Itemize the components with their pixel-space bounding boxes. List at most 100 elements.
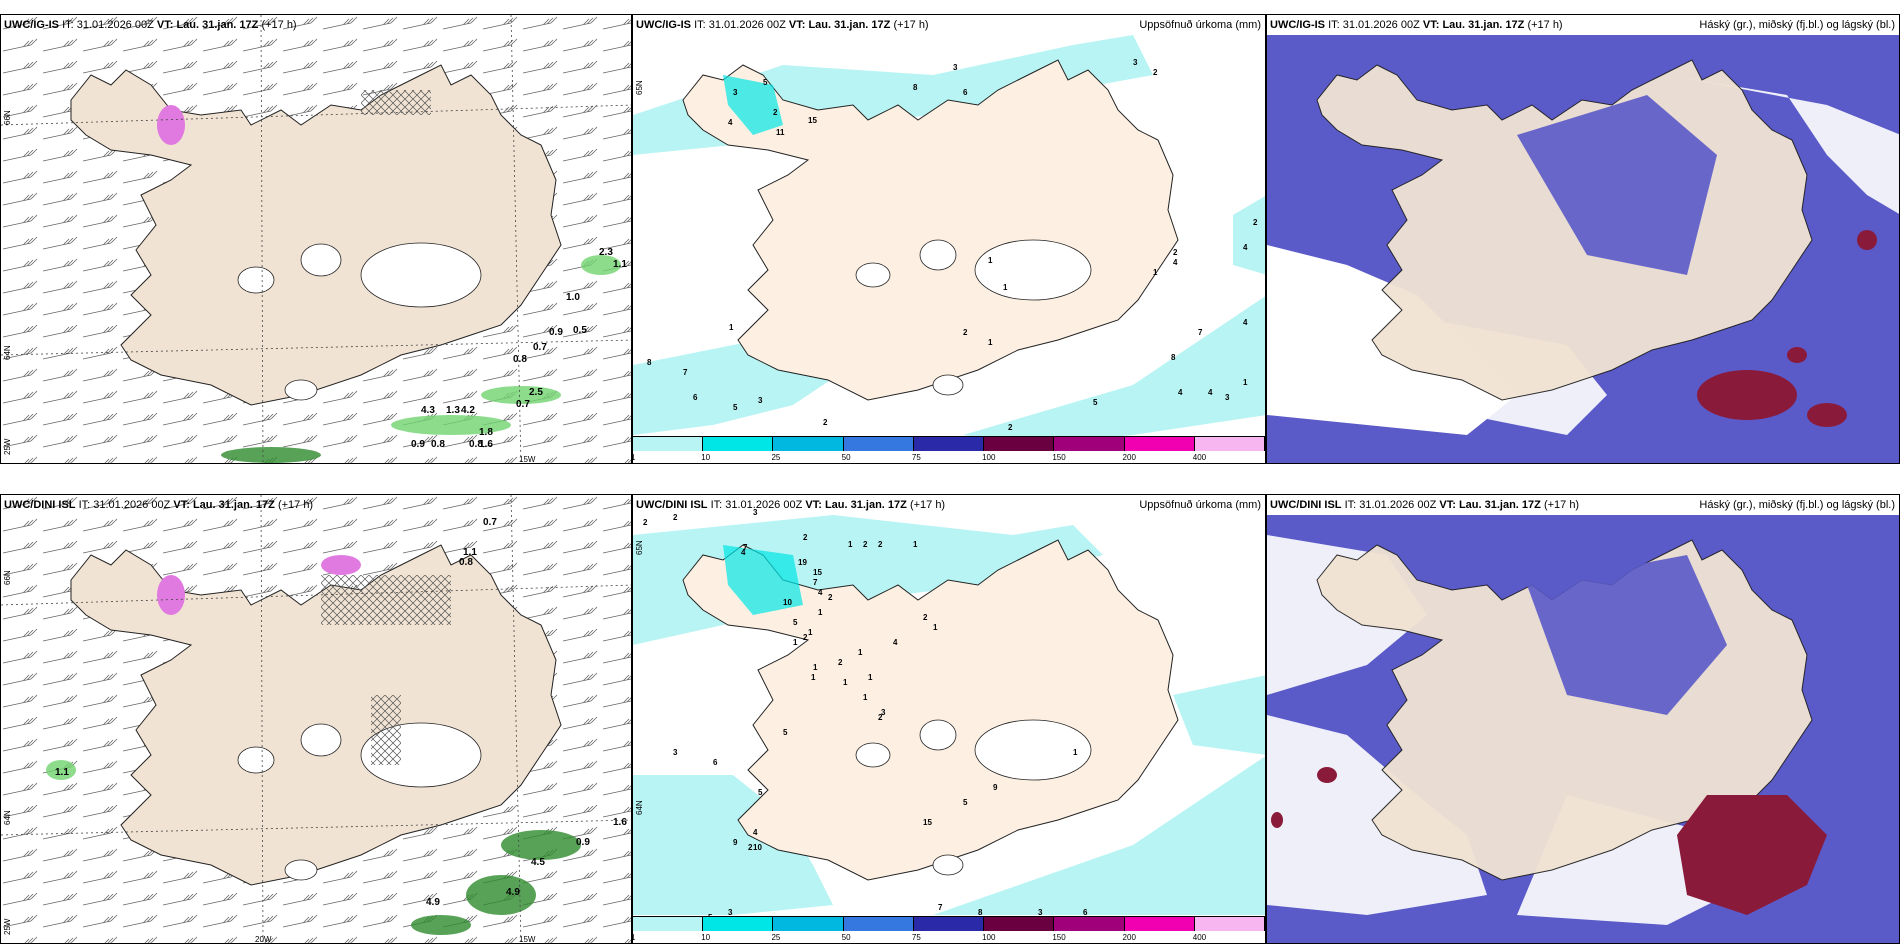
gust-label: 1.3 (446, 405, 460, 416)
svg-text:2: 2 (1253, 218, 1258, 227)
precip-label: 1 (868, 673, 873, 682)
colorbar-segment (633, 437, 704, 451)
precip-label: 1 (818, 608, 823, 617)
svg-text:2: 2 (1008, 423, 1013, 432)
gust-area (581, 255, 621, 275)
lat-label: 66N (3, 570, 12, 585)
panel-wind-ig: 2.3 1.1 1.0 0.9 0.5 0.7 0.8 2.5 0.7 4.3 … (0, 14, 632, 464)
lon-label: 15W (519, 935, 536, 944)
gust-label: 0.8 (513, 354, 527, 365)
iceland-land (70, 544, 562, 886)
svg-text:4.9: 4.9 (426, 897, 440, 908)
precip-label: 2 (803, 633, 808, 642)
precip-label: 2 (878, 713, 883, 722)
gust-label: 4.2 (461, 405, 475, 416)
gust-label: 1.8 (479, 427, 493, 438)
colorbar-tick: 75 (911, 933, 921, 942)
precip-label: 3 (673, 748, 678, 757)
precip-label: 2 (803, 533, 808, 542)
svg-text:7: 7 (1198, 328, 1203, 337)
cloud-title: Háský (gr.), miðský (fj.bl.) og lágský (… (1699, 19, 1895, 31)
it-label: IT: (1328, 19, 1340, 31)
svg-text:1.1: 1.1 (463, 547, 477, 558)
svg-text:2: 2 (963, 328, 968, 337)
gust-area (221, 447, 321, 463)
precip-label: 3 (728, 908, 733, 917)
precip-label: 5 (793, 618, 798, 627)
colorbar-tick: 1 (633, 933, 635, 942)
svg-text:3: 3 (1225, 393, 1230, 402)
gust-label: 0.8 (431, 439, 445, 450)
lead-time: (+17 h) (893, 19, 929, 31)
svg-text:8: 8 (1171, 353, 1176, 362)
glacier-vatnajokull (360, 242, 482, 308)
vt-value: Lau. 31.jan. 17Z (1458, 499, 1541, 511)
precip-label: 3 (1038, 908, 1043, 917)
colorbar-tick: 50 (841, 933, 851, 942)
svg-text:4: 4 (1173, 258, 1178, 267)
svg-text:2: 2 (1173, 248, 1178, 257)
colorbar-segment (1194, 917, 1265, 931)
precip-title: Uppsöfnuð úrkoma (mm) (1139, 19, 1261, 31)
gust-label: 4.3 (421, 405, 435, 416)
gust-label: 0.9 (411, 439, 425, 450)
svg-text:4: 4 (1208, 388, 1213, 397)
svg-text:4: 4 (1178, 388, 1183, 397)
lat-label: 64N (3, 345, 12, 360)
colorbar-tick: 400 (1192, 933, 1207, 942)
it-value: 31.01.2026 00Z (725, 499, 803, 511)
precip-colorbar (633, 916, 1265, 937)
precip-label: 1 (793, 638, 798, 647)
iceland-land (682, 539, 1179, 881)
it-value: 31.01.2026 00Z (76, 19, 154, 31)
gust-label: 0.7 (533, 342, 547, 353)
colorbar-segment (773, 437, 844, 451)
vt-label: VT: (156, 19, 174, 31)
map-precip-ig: 4 2 2 3 5 3 2 8 6 3 11 15 4 1 1 1 1 2 1 … (633, 35, 1265, 445)
precip-label: 1 (863, 693, 868, 702)
precip-labels: 4 2 2 3 5 3 2 8 6 3 11 15 4 1 1 1 1 2 1 … (647, 58, 1258, 432)
colorbar-segment (984, 437, 1055, 451)
lead-time: (+17 h) (261, 19, 297, 31)
svg-text:0.8: 0.8 (459, 557, 473, 568)
panel-header: UWC/DINI ISL IT: 31.01.2026 00Z VT: Lau.… (636, 499, 945, 511)
precip-label: 5 (783, 728, 788, 737)
colorbar-tick: 25 (771, 933, 781, 942)
magenta-area (157, 105, 185, 145)
lead-time: (+17 h) (1527, 19, 1563, 31)
colorbar-segment (1124, 917, 1195, 931)
svg-text:3: 3 (758, 396, 763, 405)
svg-text:1: 1 (1003, 283, 1008, 292)
colorbar-segment (1054, 917, 1125, 931)
lat-label: 64N (3, 810, 12, 825)
svg-text:1: 1 (988, 256, 993, 265)
map-wind-ig: 2.3 1.1 1.0 0.9 0.5 0.7 0.8 2.5 0.7 4.3 … (1, 15, 631, 463)
precip-label: 4 (753, 828, 758, 837)
precip-label: 1 (913, 540, 918, 549)
colorbar-tick: 10 (701, 933, 711, 942)
lon-label: 20W (255, 935, 272, 944)
colorbar-segment (1194, 437, 1265, 451)
panel-header: UWC/IG-IS IT: 31.01.2026 00Z VT: Lau. 31… (1270, 19, 1563, 31)
lat-label: 25W (3, 918, 12, 935)
precip-label: 1 (1073, 748, 1078, 757)
svg-text:4: 4 (1243, 243, 1248, 252)
svg-text:2: 2 (773, 108, 778, 117)
svg-text:1: 1 (1153, 268, 1158, 277)
colorbar-tick: 200 (1122, 933, 1136, 942)
precip-label: 4 (893, 638, 898, 647)
colorbar-segment (913, 437, 985, 451)
precip-label: 15 (923, 818, 932, 827)
model-name: UWC/DINI ISL (4, 499, 76, 511)
vt-label: VT: (1422, 19, 1440, 31)
lat-label: 66N (3, 110, 12, 125)
svg-text:4: 4 (1243, 318, 1248, 327)
gust-label: 0.5 (573, 325, 587, 336)
precip-label: 2 (643, 518, 648, 527)
vt-value: Lau. 31.jan. 17Z (808, 19, 891, 31)
lat-label: 64N (635, 800, 644, 815)
svg-text:5: 5 (763, 78, 768, 87)
colorbar-segment (913, 917, 985, 931)
gust-label: 1.6 (479, 439, 493, 450)
precip-title: Uppsöfnuð úrkoma (mm) (1139, 499, 1261, 511)
